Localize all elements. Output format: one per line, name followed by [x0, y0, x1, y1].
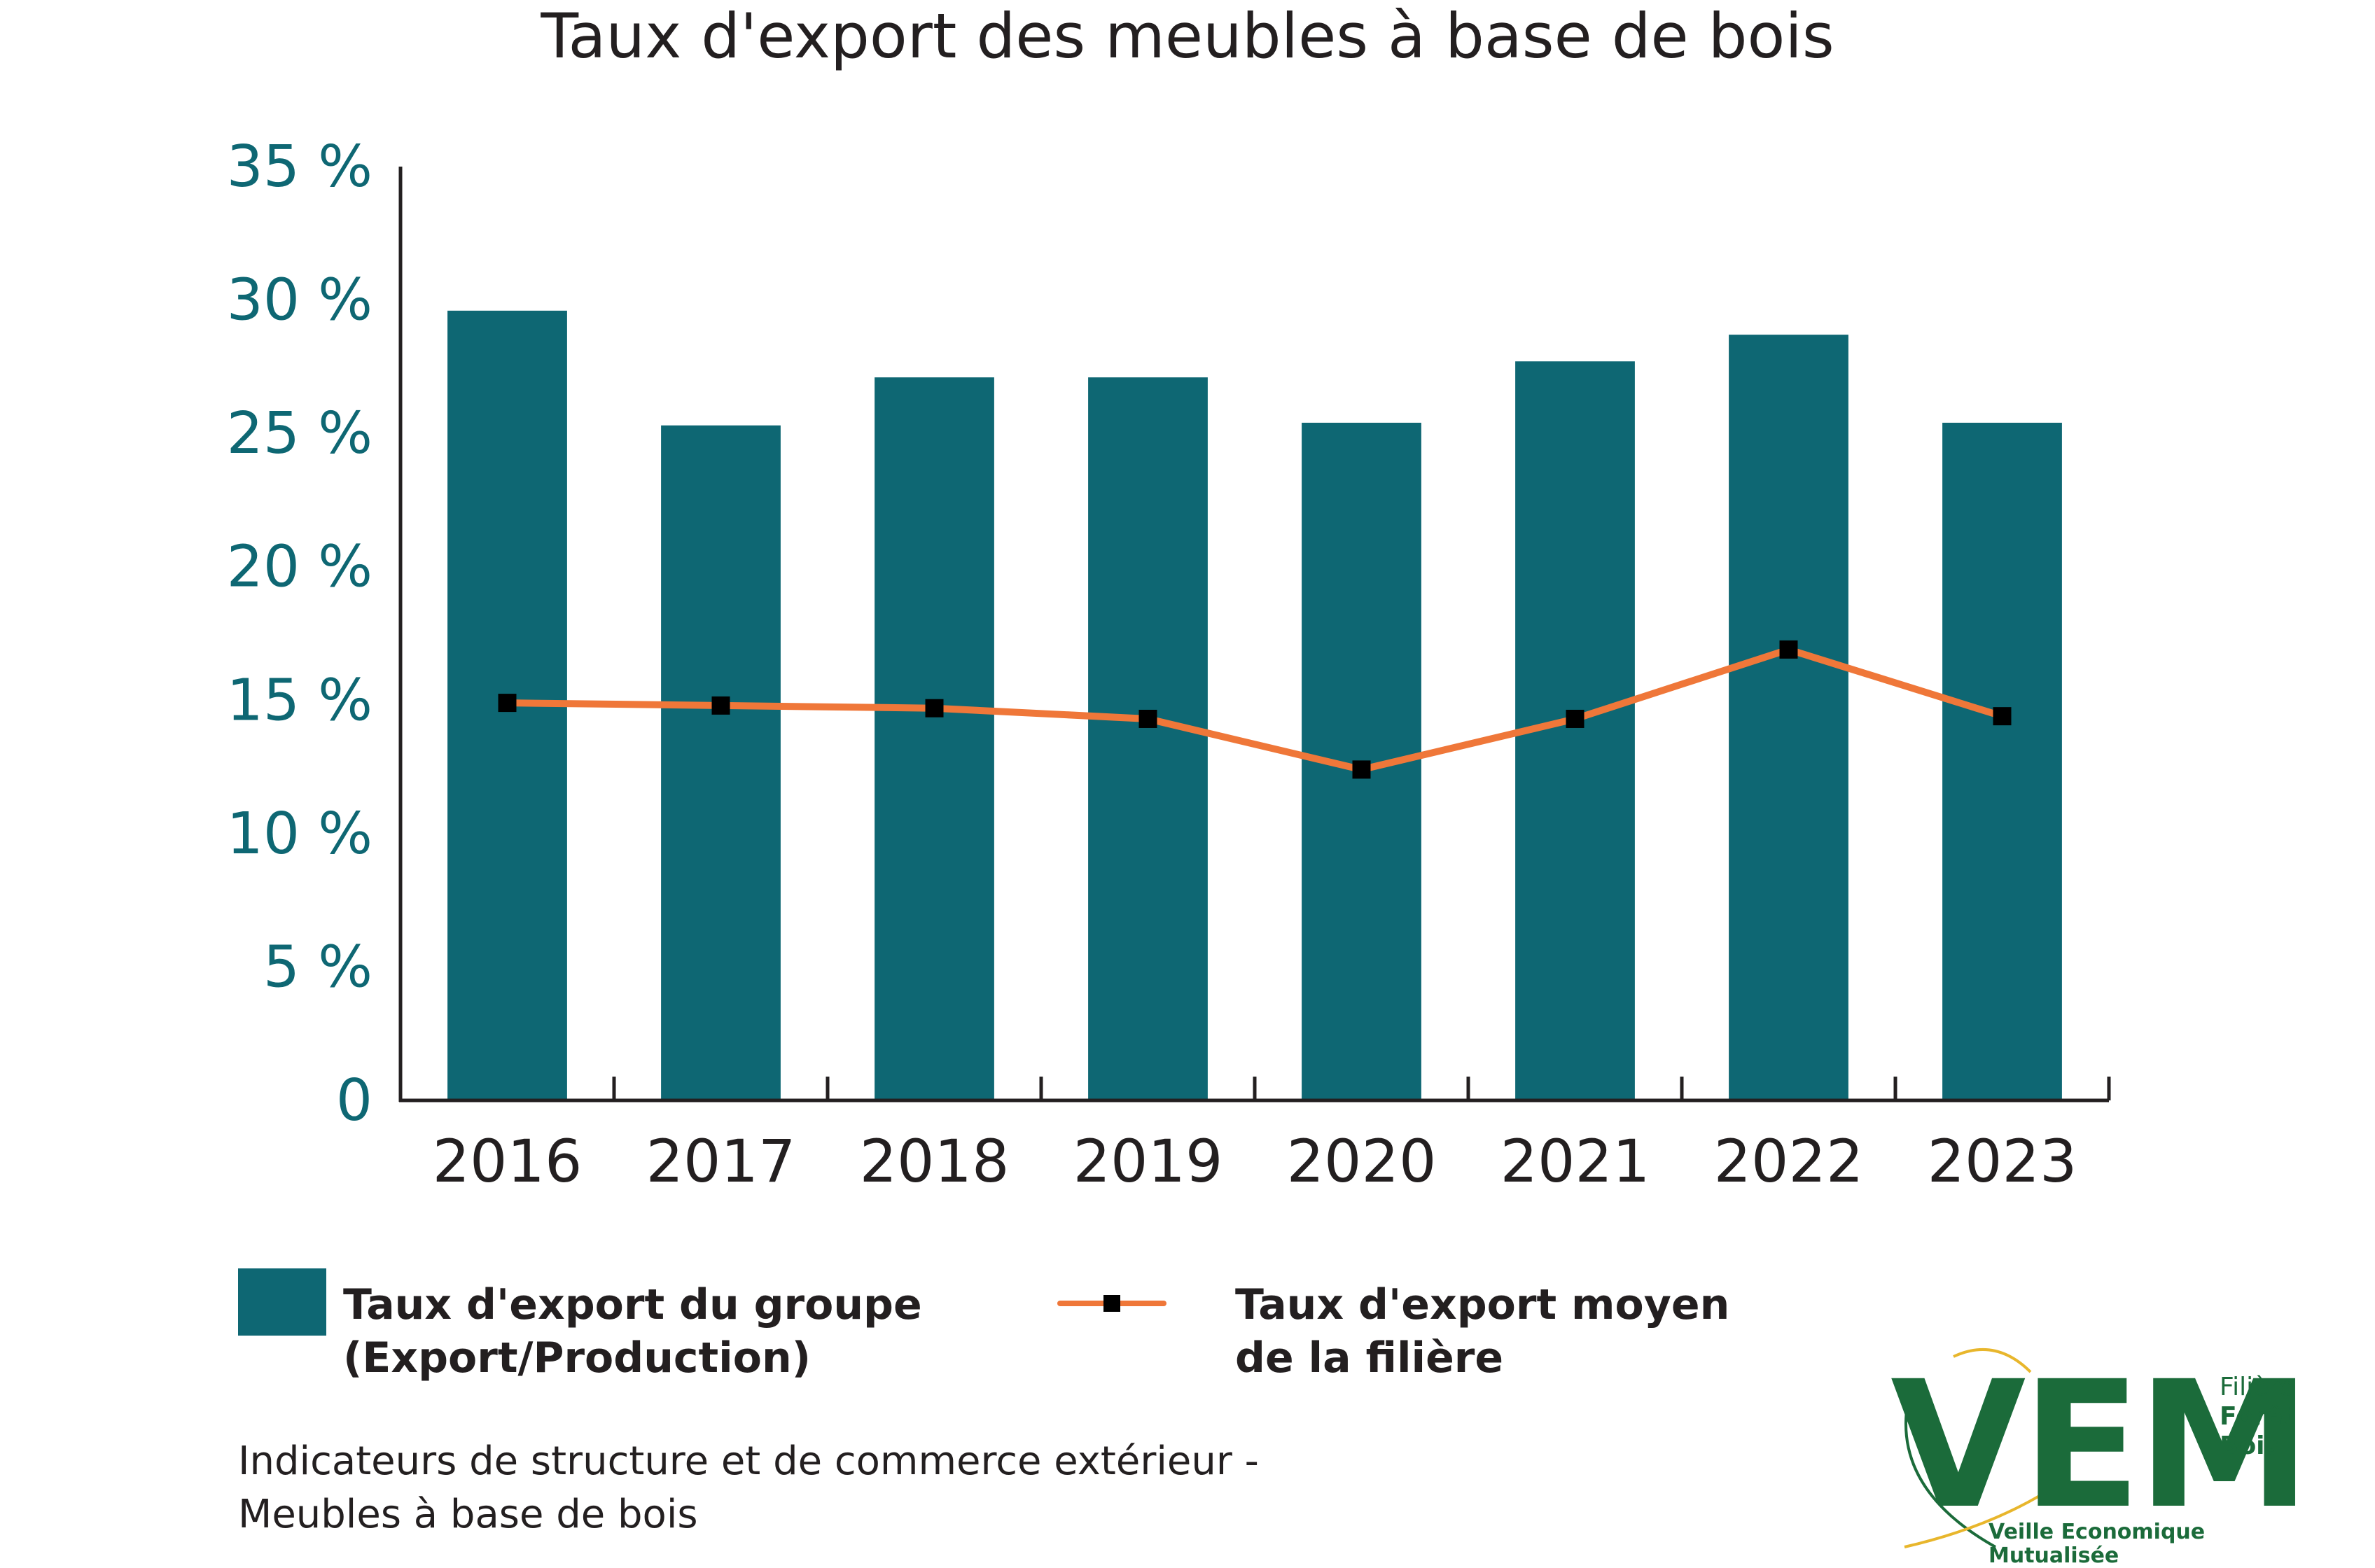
legend-bar-label-line2: (Export/Production) [343, 1334, 812, 1382]
line-series [507, 645, 2003, 774]
x-tick-label: 2023 [1928, 1127, 2077, 1196]
x-tick-label: 2022 [1714, 1127, 1864, 1196]
bar-2019 [1088, 377, 1208, 1101]
legend-line-marker [1103, 1295, 1120, 1312]
vem-logo: VEM Filière Forêt Bois Veille Economique… [1890, 1343, 2311, 1568]
source-line2: Meubles à base de bois [238, 1492, 698, 1537]
legend-line-label-line1: Taux d'export moyen [1235, 1280, 1730, 1329]
line-marker-2022 [1779, 640, 1798, 659]
chart-title: Taux d'export des meubles à base de bois [541, 0, 1834, 72]
line-marker-2021 [1566, 709, 1585, 728]
line-marker-2019 [1138, 709, 1157, 728]
logo-main-text: VEM [1890, 1343, 2311, 1547]
y-tick-label: 5 % [263, 934, 372, 1000]
y-tick-label: 10 % [227, 801, 372, 867]
y-tick-label: 20 % [227, 534, 372, 601]
y-tick-label: 25 % [227, 400, 372, 467]
x-tick-label: 2018 [860, 1127, 1010, 1196]
logo-side-2: Forêt [2220, 1402, 2295, 1431]
line-marker-2018 [925, 699, 944, 718]
x-tick-label: 2016 [433, 1127, 583, 1196]
legend-line-label-line2: de la filière [1235, 1334, 1504, 1382]
logo-tagline: Veille Economique Mutualisée [1989, 1520, 2206, 1568]
line-marker-2017 [711, 696, 730, 715]
logo-side-3: Bois [2220, 1432, 2280, 1460]
y-tick-label: 30 % [227, 267, 372, 334]
x-tick-label: 2020 [1287, 1127, 1437, 1196]
x-tick-label: 2017 [646, 1127, 796, 1196]
y-tick-label: 0 [336, 1068, 372, 1134]
x-tick-label: 2021 [1500, 1127, 1650, 1196]
legend-bar-label-line1: Taux d'export du groupe [343, 1280, 922, 1329]
source-note: Indicateurs de structure et de commerce … [238, 1435, 1259, 1541]
bar-2017 [661, 425, 781, 1100]
logo-side-1: Filière [2220, 1373, 2294, 1401]
vem-logo-graphic [1904, 1348, 2060, 1548]
line-marker-2023 [1993, 707, 2012, 726]
bar-2022 [1729, 335, 1848, 1100]
bar-2018 [875, 377, 994, 1101]
line-marker-2020 [1352, 760, 1371, 779]
legend-bar-swatch [238, 1268, 326, 1336]
line-marker-2016 [498, 694, 517, 713]
x-tick-label: 2019 [1073, 1127, 1223, 1196]
y-tick-label: 15 % [227, 667, 372, 734]
source-line1: Indicateurs de structure et de commerce … [238, 1438, 1259, 1484]
bar-2023 [1942, 422, 2062, 1100]
y-tick-label: 35 % [227, 134, 372, 200]
